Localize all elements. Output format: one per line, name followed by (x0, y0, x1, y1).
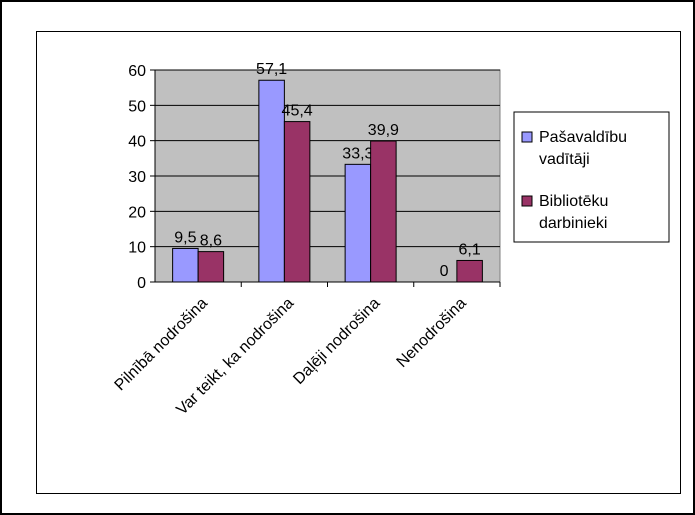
bar (172, 247, 199, 283)
y-tick-label: 0 (137, 275, 146, 292)
category-label: Nenodrošina (394, 295, 470, 371)
bar (370, 140, 397, 283)
y-tick-label: 60 (128, 63, 146, 80)
data-label: 33,3 (342, 145, 373, 162)
data-label: 8,6 (200, 233, 222, 250)
y-tick-label: 30 (128, 169, 146, 186)
bar (283, 121, 311, 283)
y-tick-label: 50 (128, 98, 146, 115)
data-label: 57,1 (256, 61, 287, 78)
y-tick-label: 20 (128, 204, 146, 221)
data-label: 0 (440, 263, 449, 280)
legend-label: Bibliotēku (539, 193, 608, 210)
legend-label: vadītāji (539, 151, 590, 168)
y-tick-label: 10 (128, 240, 146, 257)
legend (513, 111, 670, 243)
y-tick-label: 40 (128, 134, 146, 151)
bar (344, 163, 372, 283)
legend-swatch (521, 131, 533, 143)
bar (456, 259, 483, 283)
data-label: 9,5 (174, 229, 196, 246)
category-label: Daļēji nodrošina (290, 295, 383, 388)
category-label: Pilnībā nodrošina (112, 295, 212, 395)
legend-label: darbinieki (539, 215, 607, 232)
data-label: 6,1 (459, 241, 481, 258)
bar (258, 79, 285, 283)
bar (197, 251, 225, 283)
legend-swatch (521, 195, 533, 207)
legend-label: Pašavaldību (539, 129, 627, 146)
data-label: 39,9 (368, 122, 399, 139)
data-label: 45,4 (282, 103, 313, 120)
